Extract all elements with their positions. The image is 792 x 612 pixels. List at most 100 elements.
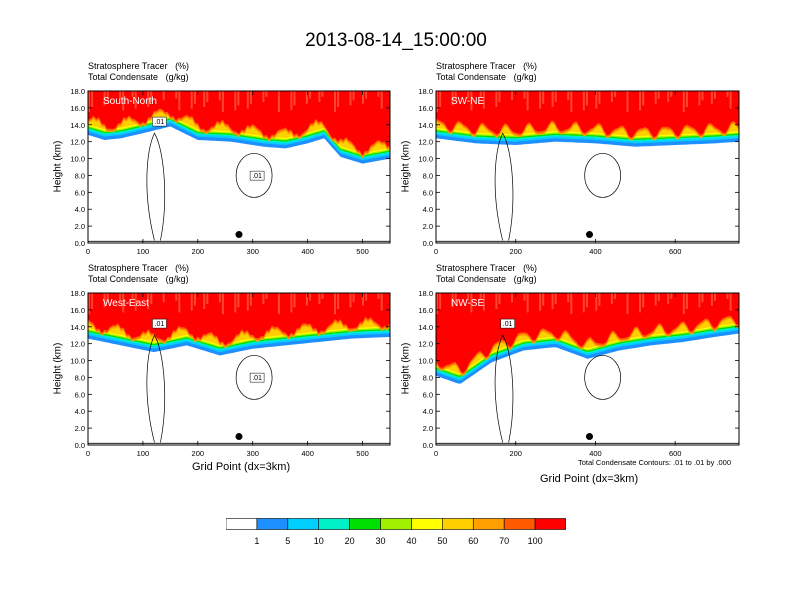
tracer-streak	[595, 91, 598, 109]
tracer-streak	[290, 293, 293, 313]
x-tick-label: 400	[589, 247, 602, 256]
panel-label: West-East	[103, 298, 149, 309]
condensate-contour	[494, 334, 514, 443]
tracer-streak	[511, 91, 513, 101]
tracer-streak	[551, 91, 554, 107]
tracer-streak	[234, 91, 237, 111]
main-title: 2013-08-14_15:00:00	[305, 30, 487, 51]
y-tick-label: 0.0	[423, 441, 433, 450]
colorbar-swatch	[318, 518, 350, 530]
colorbar-swatch	[380, 518, 412, 530]
tracer-streak	[567, 293, 570, 303]
contour-label: .01	[252, 375, 262, 382]
y-tick-label: 14.0	[70, 121, 85, 130]
colorbar-swatch	[442, 518, 474, 530]
tracer-streak	[667, 91, 670, 102]
y-tick-label: 12.0	[70, 340, 85, 349]
tracer-streak	[352, 91, 355, 101]
y-tick-label: 16.0	[70, 306, 85, 315]
condensate-contour	[235, 153, 273, 198]
tracer-streak	[352, 293, 355, 303]
tracer-streak	[309, 293, 312, 301]
tracer-streak	[262, 91, 265, 102]
contour-label-box	[152, 116, 167, 127]
tracer-streak	[262, 293, 265, 304]
x-tick-label: 0	[434, 449, 438, 458]
tracer-streak	[526, 91, 529, 111]
tracer-streak	[203, 91, 206, 107]
y-tick-label: 2.0	[423, 424, 433, 433]
colorbar	[226, 518, 566, 530]
y-tick-label: 12.0	[418, 138, 433, 147]
tracer-streak	[482, 293, 485, 311]
x-tick-label: 500	[356, 449, 369, 458]
tracer-streak	[122, 293, 125, 313]
tracer-streak	[439, 293, 442, 309]
tracer-streak	[526, 293, 529, 313]
colorbar-label: 60	[468, 536, 479, 546]
x-tick-label: 400	[301, 247, 314, 256]
tracer-streak	[436, 293, 438, 315]
tracer-streak	[237, 91, 240, 106]
tracer-streak	[639, 293, 641, 313]
x-tick-label: 500	[356, 247, 369, 256]
y-tick-label: 8.0	[75, 171, 85, 180]
tracer-streak	[337, 91, 340, 107]
x-axis-title-left: Grid Point (dx=3km)	[192, 461, 291, 473]
plot-frame	[435, 90, 740, 244]
tracer-streak	[305, 293, 308, 306]
tracer-label: Stratosphere Tracer	[436, 61, 516, 71]
tracer-streak	[277, 91, 280, 113]
contour-label: .01	[503, 321, 513, 328]
tracer-streak	[670, 293, 673, 299]
tracer-streak	[380, 293, 383, 311]
panel-label: SW-NE	[451, 96, 485, 107]
tracer-streak	[377, 91, 380, 97]
tracer-streak	[654, 293, 657, 306]
tracer-streak	[277, 293, 280, 315]
tracer-streak	[439, 91, 442, 107]
x-tick-label: 0	[86, 247, 90, 256]
tracer-streak	[91, 293, 94, 309]
tracer-streak	[614, 91, 617, 97]
x-tick-label: 200	[509, 247, 522, 256]
tracer-streak	[542, 293, 545, 306]
tracer-streak	[451, 293, 454, 308]
x-tick-label: 100	[137, 449, 150, 458]
y-tick-label: 0.0	[75, 239, 85, 248]
y-tick-label: 8.0	[75, 373, 85, 382]
y-tick-label: 6.0	[423, 390, 433, 399]
tracer-band-9	[88, 91, 390, 156]
y-tick-label: 10.0	[70, 155, 85, 164]
tracer-streak	[293, 91, 296, 106]
tracer-streak	[539, 293, 542, 311]
tracer-streak	[710, 91, 713, 104]
tracer-streak	[570, 293, 573, 315]
colorbar-labels: 1 5 10 20 30 40 50 60 70 100	[226, 536, 566, 548]
tracer-streak	[218, 293, 221, 303]
x-tick-label: 200	[192, 449, 205, 458]
contour-label: .01	[155, 321, 165, 328]
tracer-streak	[523, 91, 526, 99]
tracer-streak	[175, 91, 178, 99]
panel-label: South-North	[103, 96, 157, 107]
tracer-streak	[305, 91, 308, 104]
condensate-label: Total Condensate	[436, 72, 507, 82]
tracer-streak	[147, 293, 150, 309]
tracer-band-9	[436, 293, 739, 373]
contour-label: .01	[252, 173, 262, 180]
tracer-streak	[147, 91, 150, 107]
tracer-streak	[103, 293, 106, 308]
location-marker	[235, 231, 243, 239]
tracer-streak	[318, 91, 321, 102]
y-tick-label: 14.0	[70, 323, 85, 332]
tracer-streak	[249, 91, 252, 104]
cross-section-plot: .01 0.0 2.0 4.0 6.0 8.0 10.0 12.0 14.0 16.0 18.0 0 2…	[418, 289, 740, 458]
y-tick-label: 2.0	[75, 424, 85, 433]
cross-section-plot: .01 .01 0.0 2.0 4.0 6.0 8.0 10.0 12.0 14.0 16.0 18.…	[70, 289, 391, 458]
tracer-streak	[467, 293, 470, 301]
tracer-streak	[203, 293, 206, 309]
colorbar-swatch	[411, 518, 443, 530]
tracer-streak	[246, 91, 249, 109]
tracer-streak	[610, 91, 613, 102]
